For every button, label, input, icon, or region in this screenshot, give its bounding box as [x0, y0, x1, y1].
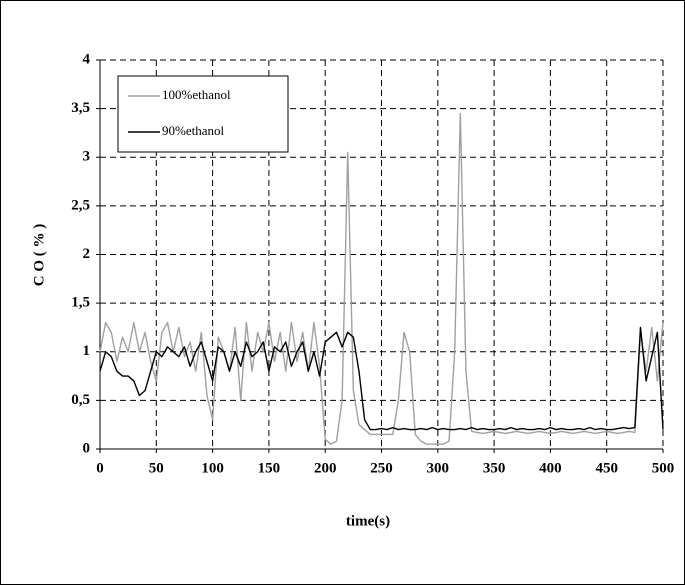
y-tick-label: 3 [83, 149, 91, 165]
x-axis-label: time(s) [346, 513, 390, 529]
y-tick-label: 2,5 [71, 197, 90, 213]
legend-label: 90%ethanol [162, 123, 224, 138]
x-tick-label: 150 [258, 460, 281, 476]
y-tick-label: 2 [83, 246, 91, 262]
x-tick-label: 250 [370, 460, 393, 476]
x-tick-label: 300 [427, 460, 450, 476]
y-tick-label: 1,5 [71, 295, 90, 311]
y-tick-label: 4 [83, 51, 91, 67]
x-tick-label: 50 [149, 460, 164, 476]
x-tick-label: 200 [314, 460, 337, 476]
x-tick-label: 450 [595, 460, 618, 476]
y-axis-label: C O ( % ) [31, 224, 47, 287]
x-tick-label: 400 [539, 460, 562, 476]
x-tick-label: 350 [483, 460, 506, 476]
x-tick-label: 0 [96, 460, 104, 476]
y-tick-label: 1 [83, 343, 91, 359]
series-line [99, 326, 664, 431]
x-tick-label: 100 [201, 460, 224, 476]
y-tick-label: 0 [83, 440, 91, 456]
y-tick-label: 0,5 [71, 392, 90, 408]
legend-label: 100%ethanol [162, 87, 231, 102]
y-tick-label: 3,5 [71, 100, 90, 116]
legend-box [117, 75, 289, 153]
x-tick-label: 500 [652, 460, 675, 476]
series-line [99, 112, 664, 445]
